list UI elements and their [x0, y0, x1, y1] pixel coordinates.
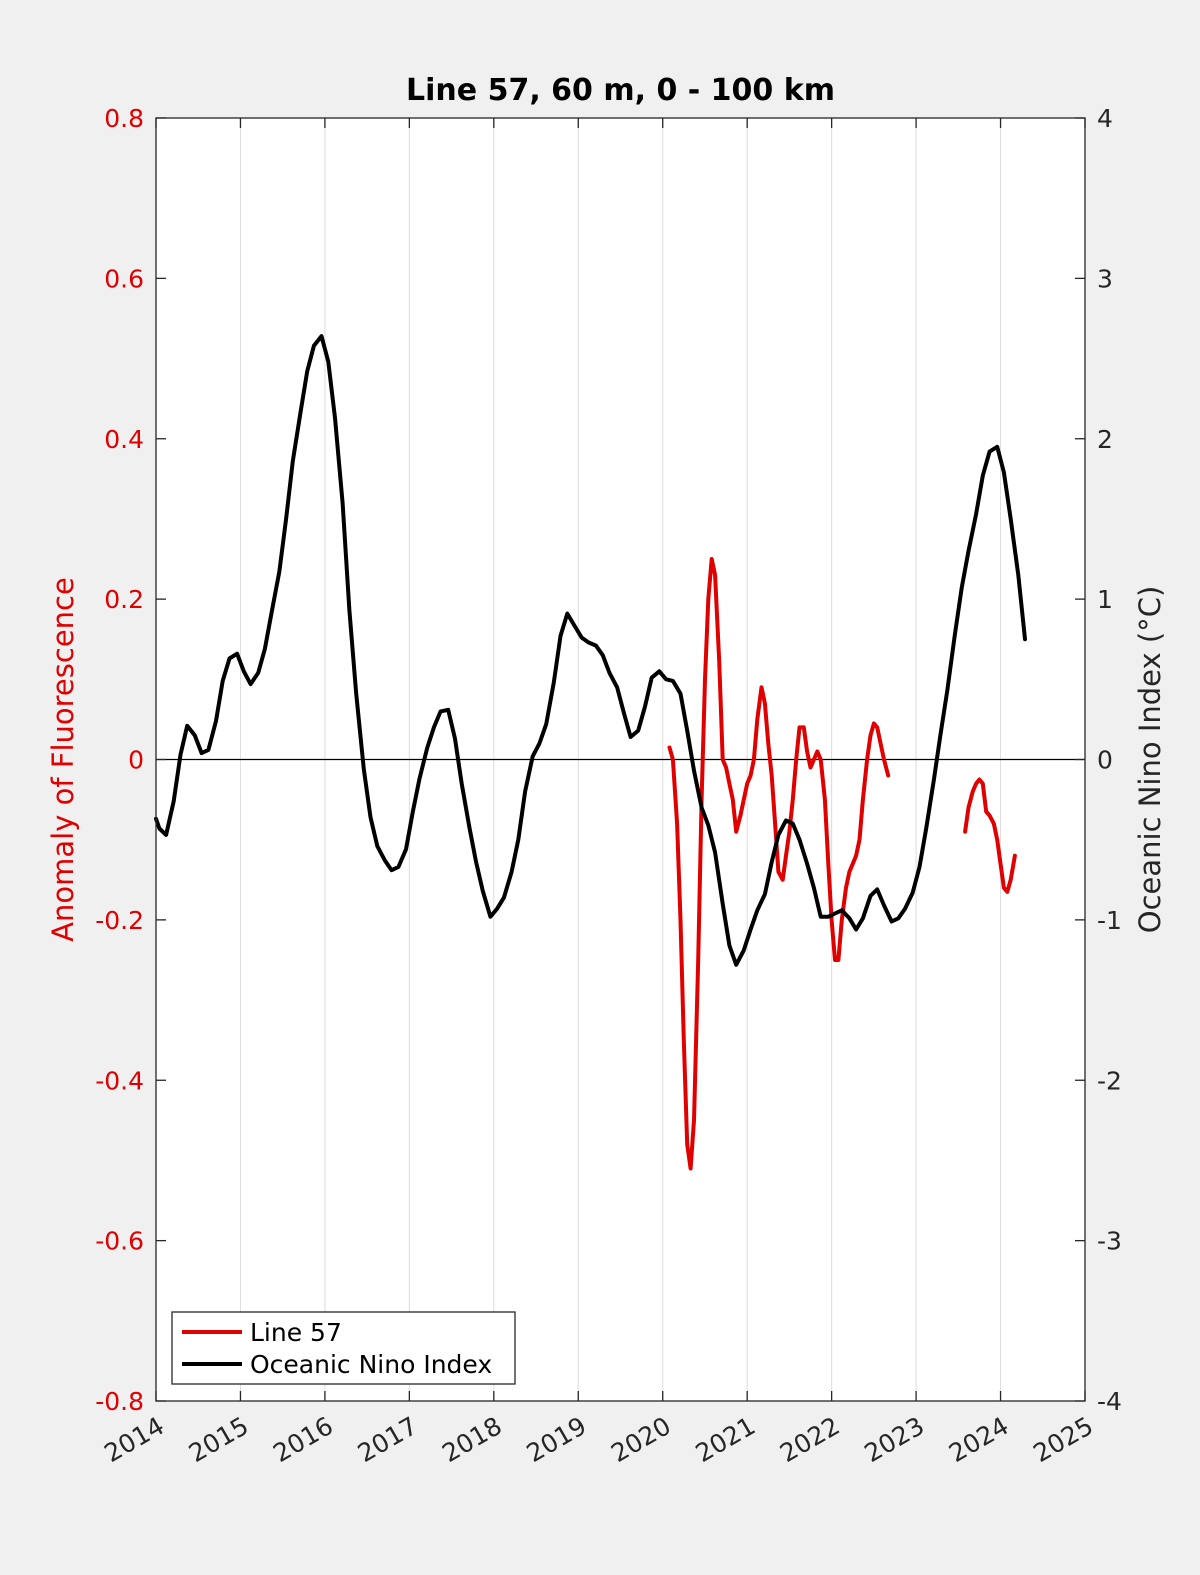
y-right-tick-label: 4 — [1097, 104, 1113, 133]
y-right-tick-label: 0 — [1097, 746, 1113, 775]
y-left-tick-label: -0.4 — [95, 1066, 144, 1095]
y-left-tick-label: 0.6 — [104, 264, 144, 293]
legend: Line 57 Oceanic Nino Index — [171, 1311, 516, 1385]
y-left-tick-label: -0.8 — [95, 1387, 144, 1416]
series-layer — [154, 334, 1027, 1171]
series-line-oceanic-nino-index — [154, 334, 1027, 967]
series-line-line-57 — [667, 557, 891, 1171]
y-left-tick-label: 0 — [128, 746, 144, 775]
y-left-tick-label: 0.8 — [104, 104, 144, 133]
y-right-tick-label: 1 — [1097, 585, 1113, 614]
y-right-tick-label: -2 — [1097, 1066, 1122, 1095]
series-line-line-57 — [963, 777, 1017, 894]
legend-box — [171, 1311, 516, 1385]
y-left-tick-label: 0.4 — [104, 425, 144, 454]
y-right-tick-label: -1 — [1097, 906, 1122, 935]
y-axis-right-label: Oceanic Nino Index (°C) — [1133, 586, 1167, 934]
y-right-tick-label: 3 — [1097, 264, 1113, 293]
chart-title: Line 57, 60 m, 0 - 100 km — [406, 73, 835, 108]
y-axis-left-label: Anomaly of Fluorescence — [46, 577, 80, 942]
y-right-tick-label: -4 — [1097, 1387, 1122, 1416]
y-left-tick-label: -0.2 — [95, 906, 144, 935]
legend-label-line-57: Line 57 — [250, 1318, 342, 1347]
y-right-tick-label: 2 — [1097, 425, 1113, 454]
y-left-tick-label: 0.2 — [104, 585, 144, 614]
y-right-tick-label: -3 — [1097, 1227, 1122, 1256]
legend-label-oceanic-nino-index: Oceanic Nino Index — [250, 1350, 492, 1379]
y-left-tick-label: -0.6 — [95, 1227, 144, 1256]
